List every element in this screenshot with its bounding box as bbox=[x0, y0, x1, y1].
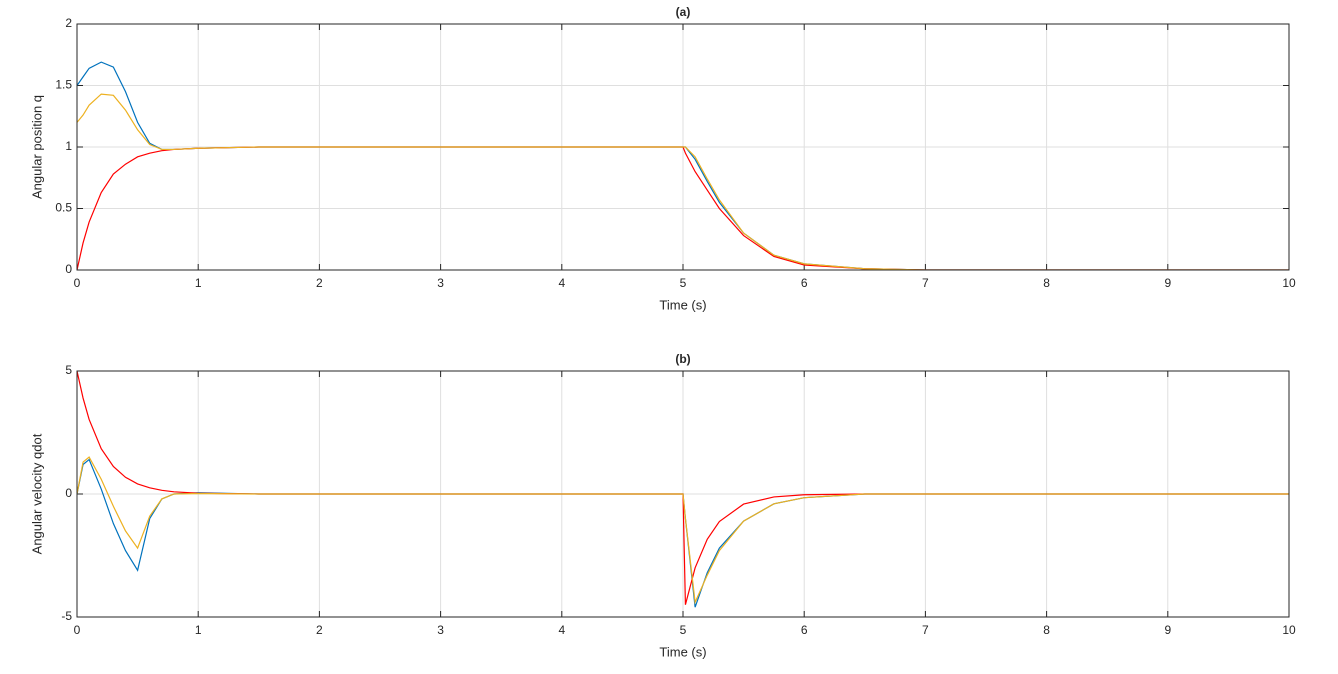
y-tick-label: 2 bbox=[65, 16, 72, 30]
x-tick-label: 10 bbox=[1282, 276, 1296, 290]
chart-title: (a) bbox=[676, 5, 691, 19]
x-tick-label: 6 bbox=[801, 276, 808, 290]
y-tick-label: 5 bbox=[65, 363, 72, 377]
y-tick-label: 1 bbox=[65, 139, 72, 153]
x-tick-label: 7 bbox=[922, 276, 929, 290]
x-tick-label: 0 bbox=[74, 276, 81, 290]
x-tick-label: 4 bbox=[558, 623, 565, 637]
y-tick-label: -5 bbox=[61, 609, 72, 623]
x-tick-label: 7 bbox=[922, 623, 929, 637]
x-tick-label: 1 bbox=[195, 623, 202, 637]
y-tick-label: 0 bbox=[65, 262, 72, 276]
x-tick-label: 0 bbox=[74, 623, 81, 637]
y-axis-label: Angular position q bbox=[29, 95, 44, 199]
x-tick-label: 1 bbox=[195, 276, 202, 290]
data-line bbox=[77, 456, 1289, 605]
x-tick-label: 2 bbox=[316, 276, 323, 290]
y-tick-label: 0.5 bbox=[55, 201, 72, 215]
data-line bbox=[77, 93, 1289, 270]
x-tick-label: 3 bbox=[437, 276, 444, 290]
y-axis-label: Angular velocity qdot bbox=[29, 433, 44, 554]
x-axis-label: Time (s) bbox=[659, 297, 706, 312]
x-tick-label: 3 bbox=[437, 623, 444, 637]
x-axis-label: Time (s) bbox=[659, 644, 706, 659]
y-tick-label: 1.5 bbox=[55, 78, 72, 92]
axes-box bbox=[76, 23, 1290, 271]
x-tick-label: 8 bbox=[1043, 623, 1050, 637]
x-tick-label: 9 bbox=[1164, 276, 1171, 290]
chart-title: (b) bbox=[675, 352, 690, 366]
x-tick-label: 5 bbox=[680, 623, 687, 637]
x-tick-label: 9 bbox=[1164, 623, 1171, 637]
x-tick-label: 5 bbox=[680, 276, 687, 290]
x-tick-label: 8 bbox=[1043, 276, 1050, 290]
x-tick-label: 6 bbox=[801, 623, 808, 637]
y-tick-label: 0 bbox=[65, 486, 72, 500]
axes-box bbox=[76, 370, 1290, 618]
x-tick-label: 10 bbox=[1282, 623, 1296, 637]
x-tick-label: 2 bbox=[316, 623, 323, 637]
x-tick-label: 4 bbox=[558, 276, 565, 290]
